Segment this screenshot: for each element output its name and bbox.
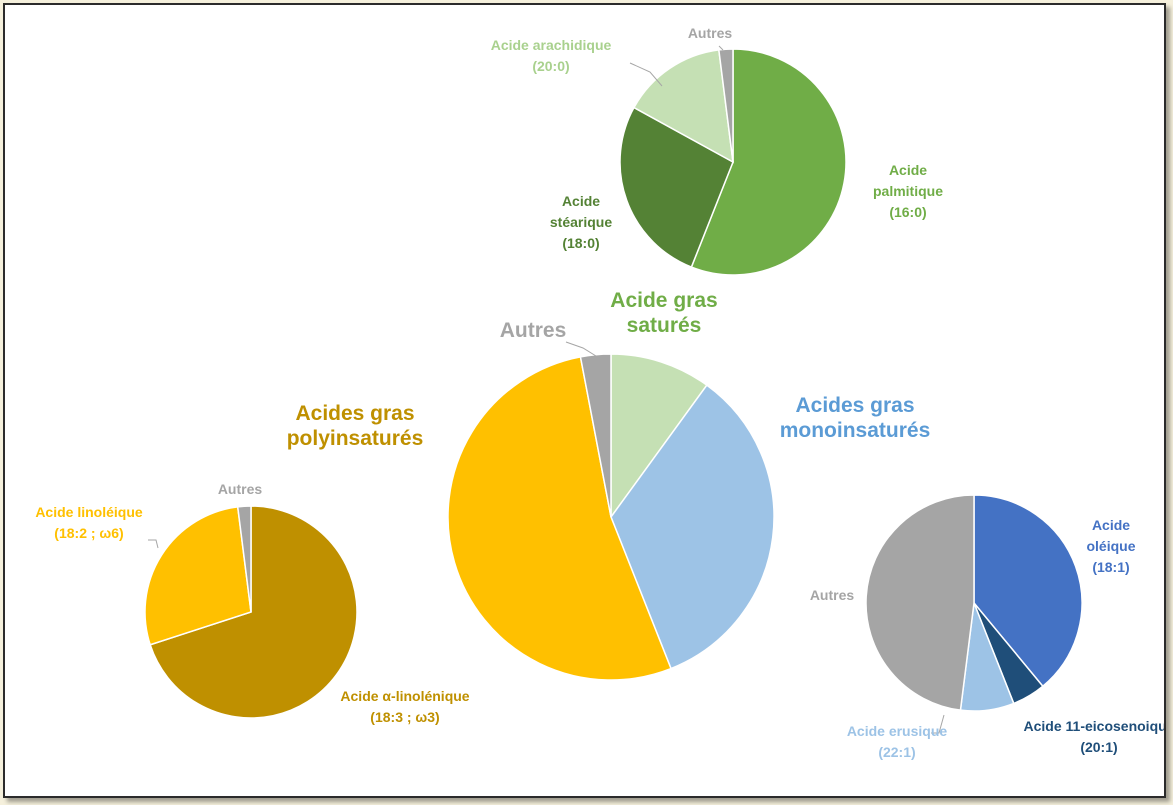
slice-label-line: Acide — [562, 193, 600, 209]
slice-label-line: (18:0) — [562, 235, 599, 251]
pie-chart-2: Acide α-linolénique (18:3 ; ω3) Acide lino… — [35, 481, 469, 725]
slice-label-line: Autres — [810, 587, 855, 603]
leader-line — [629, 62, 663, 87]
slice-label: Acide gras saturés — [610, 289, 717, 337]
slice-label-line: (16:0) — [889, 204, 926, 220]
leader-line — [718, 45, 724, 51]
pie-slice — [717, 48, 734, 163]
slice-label: Autres — [810, 587, 855, 603]
slice-label-line: palmitique — [873, 183, 943, 199]
pie-slice — [447, 356, 672, 681]
slice-label: Acide 11-eicosenoique (20:1) — [1024, 718, 1166, 755]
slice-label-line: saturés — [627, 314, 702, 337]
slice-label-line: (22:1) — [878, 744, 915, 760]
slice-label-line: stéarique — [550, 214, 612, 230]
slice-label-line: Autres — [500, 319, 567, 342]
leader-line — [931, 714, 945, 734]
slice-label: Autres — [218, 481, 263, 497]
slice-label-line: oléique — [1086, 538, 1135, 554]
slice-label-line: Acide erusique — [847, 723, 948, 739]
pie-slice — [610, 384, 775, 670]
slice-label-line: (20:0) — [532, 58, 569, 74]
slice-label: Acide linoléique (18:2 ; ω6) — [35, 504, 143, 541]
pie-slice — [236, 505, 252, 613]
slice-label: Acide erusique (22:1) — [847, 723, 948, 760]
slice-label-line: Acide linoléique — [35, 504, 143, 520]
slice-label-line: Acide — [889, 162, 927, 178]
leader-line — [565, 341, 597, 357]
slice-label: Autres — [500, 319, 567, 342]
slice-label: Acides gras monoinsaturés — [780, 394, 931, 442]
pie-chart-3: Acide oléique (18:1) Acide 11-eicosenoique (… — [810, 494, 1166, 760]
pie-slice — [149, 505, 358, 719]
slice-label-line: (18:3 ; ω3) — [370, 709, 439, 725]
pie-slice — [865, 494, 975, 711]
slice-label-line: Acide gras — [610, 289, 717, 312]
slice-label: Autres — [688, 25, 733, 41]
slice-label: Acide oléique (18:1) — [1086, 517, 1135, 575]
slice-label-line: Autres — [218, 481, 263, 497]
slice-label-line: (18:2 ; ω6) — [54, 525, 123, 541]
slice-label: Acide palmitique (16:0) — [873, 162, 943, 220]
slice-label-line: Acide arachidique — [491, 37, 612, 53]
slice-label-line: Autres — [688, 25, 733, 41]
pie-slice — [690, 48, 847, 276]
slice-label-line: Acide α-linolénique — [340, 688, 469, 704]
slice-label-line: Acide — [1092, 517, 1130, 533]
slice-label: Acide α-linolénique (18:3 ; ω3) — [340, 688, 469, 725]
pie-slice — [632, 49, 734, 164]
pie-chart-1: Acide palmitique (16:0) Acide stéarique (18:0… — [491, 25, 943, 276]
pie-slice — [973, 494, 1083, 688]
leader-line — [148, 539, 159, 549]
slice-label-line: Acide 11-eicosenoique — [1024, 718, 1166, 734]
pie-slice — [144, 505, 252, 646]
chart-frame: Acide gras saturés Acides gras monoinsaturé… — [3, 3, 1166, 798]
slice-label: Acides gras polyinsaturés — [287, 402, 424, 450]
slice-label: Acide stéarique (18:0) — [550, 193, 612, 251]
slice-label-line: monoinsaturés — [780, 419, 931, 442]
slice-label-line: Acides gras — [295, 402, 414, 425]
pie-slice — [610, 353, 708, 520]
slice-label-line: Acides gras — [795, 394, 914, 417]
pie-slice — [579, 353, 612, 518]
slice-label: Acide arachidique (20:0) — [491, 37, 612, 74]
pie-slice — [619, 106, 734, 269]
slice-label-line: (18:1) — [1092, 559, 1129, 575]
slice-label-line: polyinsaturés — [287, 427, 424, 450]
slice-label-line: (20:1) — [1080, 739, 1117, 755]
